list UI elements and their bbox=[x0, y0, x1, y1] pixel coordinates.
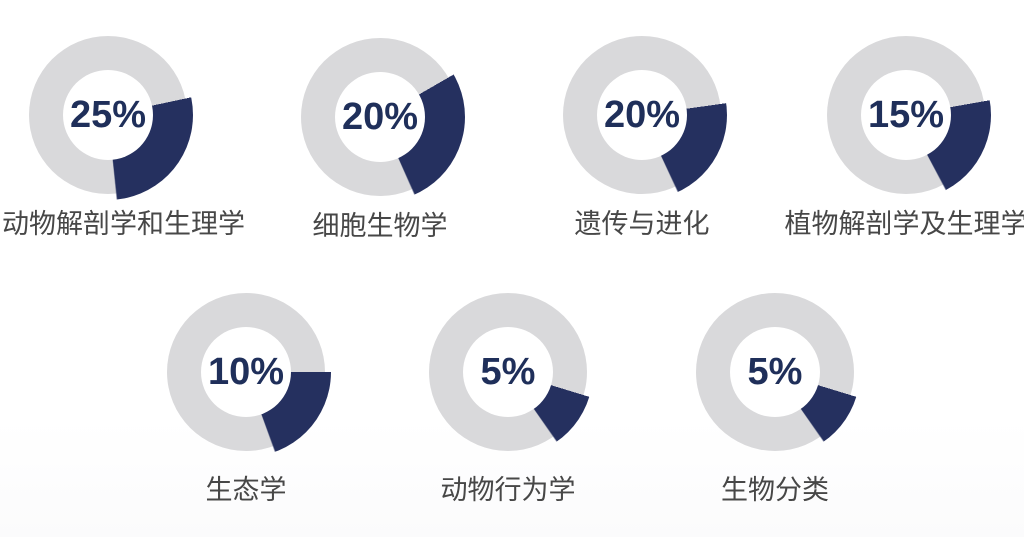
donut-chart-animal-behavior: 5% 动物行为学 bbox=[423, 287, 593, 508]
ring-hole bbox=[730, 327, 820, 417]
ring-hole bbox=[597, 70, 687, 160]
percentage-value: 15% bbox=[867, 93, 945, 136]
donut: 5% bbox=[423, 287, 593, 457]
percentage-value: 20% bbox=[603, 93, 681, 136]
percentage-value: 25% bbox=[69, 93, 147, 136]
donut-label: 生物分类 bbox=[721, 475, 829, 505]
donut-label: 遗传与进化 bbox=[574, 209, 710, 239]
ring-hole bbox=[201, 327, 291, 417]
donut: 20% bbox=[295, 32, 465, 202]
donut-label: 生态学 bbox=[205, 475, 287, 505]
donut: 15% bbox=[821, 30, 991, 200]
percentage-value: 5% bbox=[480, 350, 536, 393]
percentage-value: 20% bbox=[341, 95, 419, 138]
donut: 5% bbox=[690, 287, 860, 457]
donut-chart-genetics-evolution: 20% 遗传与进化 bbox=[557, 30, 727, 251]
ring-hole bbox=[463, 327, 553, 417]
donut: 20% bbox=[557, 30, 727, 200]
donut-chart-animal-anatomy: 25% 动物解剖学和生理学 bbox=[2, 30, 245, 251]
donut-chart-biological-classification: 5% 生物分类 bbox=[690, 287, 860, 508]
donut-chart-cell-biology: 20% 细胞生物学 bbox=[295, 32, 465, 253]
percentage-value: 10% bbox=[207, 350, 285, 393]
ring-hole bbox=[63, 70, 153, 160]
donut-chart-plant-anatomy: 15% 植物解剖学及生理学 bbox=[785, 30, 1024, 251]
donut-label: 动物解剖学和生理学 bbox=[2, 209, 245, 239]
ring-hole bbox=[335, 72, 425, 162]
percentage-value: 5% bbox=[747, 350, 803, 393]
ring-hole bbox=[861, 70, 951, 160]
donut: 25% bbox=[23, 30, 193, 200]
donut-chart-ecology: 10% 生态学 bbox=[161, 287, 331, 508]
donut-label: 动物行为学 bbox=[440, 475, 576, 505]
donut-label: 细胞生物学 bbox=[312, 211, 448, 241]
donut: 10% bbox=[161, 287, 331, 457]
donut-label: 植物解剖学及生理学 bbox=[784, 209, 1024, 239]
